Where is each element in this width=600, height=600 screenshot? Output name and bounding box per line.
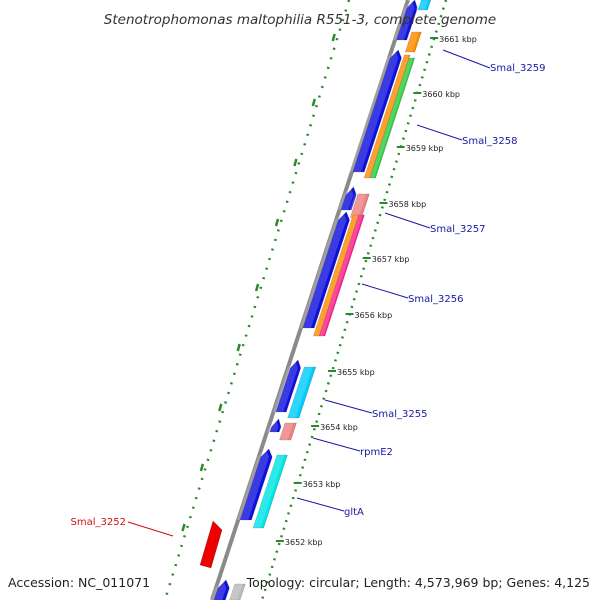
tick-label: 3652 kbp xyxy=(285,538,323,547)
gene-block-3259-highlight xyxy=(393,0,415,40)
gene-label-leader xyxy=(384,212,431,229)
gene-label-leader xyxy=(442,49,491,69)
cds-3259-orange-highlight xyxy=(402,32,419,52)
tick-label: 3660 kbp xyxy=(422,90,460,99)
tick-label: 3654 kbp xyxy=(320,423,358,432)
backbone-line xyxy=(210,0,410,600)
cds-3256-pink-highlight xyxy=(317,215,363,336)
gene-block-3258-highlight xyxy=(349,50,399,172)
gene-block-bottom[interactable] xyxy=(213,579,230,600)
cds-3259-cyan[interactable] xyxy=(417,0,432,11)
cds-3258-green-highlight xyxy=(368,58,414,178)
outer-track-dash xyxy=(274,218,280,227)
tick-label: 3659 kbp xyxy=(406,144,444,153)
gene-label-smal-3256[interactable]: Smal_3256 xyxy=(408,294,463,305)
gene-label-smal-3259[interactable]: Smal_3259 xyxy=(490,63,545,74)
gene-block-rpme2[interactable] xyxy=(269,418,282,433)
gene-block-3255[interactable] xyxy=(275,359,302,413)
tick-label: 3658 kbp xyxy=(389,200,427,209)
gene-block-3257-highlight xyxy=(338,187,354,210)
cds-bottom-gray-highlight xyxy=(226,584,243,600)
cds-rpme2-salmon-highlight xyxy=(276,423,294,440)
features-layer xyxy=(181,0,432,600)
cds-3258-green[interactable] xyxy=(369,57,416,179)
outer-track-dash xyxy=(293,158,298,167)
gene-label-smal-3257[interactable]: Smal_3257 xyxy=(430,224,485,235)
cds-glta-aqua[interactable] xyxy=(252,454,288,529)
gene-label-rpme2[interactable]: rpmE2 xyxy=(360,447,393,458)
gene-label-glta[interactable]: gltA xyxy=(344,507,364,518)
page-title: Stenotrophomonas maltophilia R551-3, com… xyxy=(104,12,496,28)
cds-3256-orange-highlight xyxy=(311,215,358,336)
gene-block-glta[interactable] xyxy=(239,448,273,521)
tick-layer: 3652 kbp 3653 kbp 3654 kbp 3655 kbp 3656 kbp… xyxy=(275,35,477,547)
tick-label: 3655 kbp xyxy=(337,368,375,377)
gene-label-smal-3258[interactable]: Smal_3258 xyxy=(462,136,517,147)
gene-block-rpme2-highlight xyxy=(267,419,279,432)
gene-label-leader xyxy=(312,437,361,452)
cds-3256-orange[interactable] xyxy=(312,214,360,337)
gene-label-leader xyxy=(361,283,409,299)
gene-block-glta-highlight xyxy=(236,449,269,520)
cds-glta-aqua-highlight xyxy=(250,455,285,528)
gene-block-bottom-highlight xyxy=(210,580,227,600)
gene-block-3256-highlight xyxy=(299,212,347,328)
cds-3258-orange-highlight xyxy=(362,55,409,178)
gene-label-leader xyxy=(324,399,373,414)
accession-text: Accession: NC_011071 xyxy=(8,575,150,590)
gene-label-leader xyxy=(296,497,345,512)
cds-3259-cyan-highlight xyxy=(415,0,429,10)
tick-label: 3653 kbp xyxy=(303,480,341,489)
outer-track-dash xyxy=(311,98,317,107)
gene-block-3258[interactable] xyxy=(352,49,402,173)
tick-label: 3657 kbp xyxy=(372,255,410,264)
cds-3259-orange[interactable] xyxy=(404,31,422,53)
gene-label-leader xyxy=(416,124,463,141)
gene-label-leader xyxy=(127,521,174,537)
outer-track-dash xyxy=(236,343,241,352)
cds-3257-salmon-highlight xyxy=(347,194,367,218)
outer-track-dash xyxy=(199,463,205,472)
gene-label-smal-3252[interactable]: Smal_3252 xyxy=(71,517,126,528)
tick-label: 3661 kbp xyxy=(439,35,477,44)
gene-block-3255-highlight xyxy=(272,360,298,412)
cds-3255-cyan-highlight xyxy=(284,367,313,418)
cds-bottom-gray[interactable] xyxy=(229,583,246,600)
label-layer: Smal_3259 Smal_3258 Smal_3257 Smal_3256 Smal… xyxy=(71,49,545,537)
gene-block-3259[interactable] xyxy=(395,0,418,41)
cds-rpme2-salmon[interactable] xyxy=(279,422,297,441)
tick-label: 3656 kbp xyxy=(355,311,393,320)
outer-track-dash xyxy=(181,523,186,532)
gene-block-3252[interactable] xyxy=(199,520,223,569)
outer-track-dash xyxy=(331,33,336,42)
outer-track-dash xyxy=(218,403,223,412)
gene-block-3256[interactable] xyxy=(302,211,350,329)
cds-3256-pink[interactable] xyxy=(318,214,365,337)
outer-track-dash xyxy=(254,283,260,292)
gene-label-smal-3255[interactable]: Smal_3255 xyxy=(372,409,427,420)
cds-3257-salmon[interactable] xyxy=(349,193,370,219)
cds-3255-cyan[interactable] xyxy=(287,366,317,419)
inner-dotted-track xyxy=(260,0,448,600)
summary-text: Topology: circular; Length: 4,573,969 bp… xyxy=(246,575,590,590)
gene-block-3257[interactable] xyxy=(340,186,357,211)
